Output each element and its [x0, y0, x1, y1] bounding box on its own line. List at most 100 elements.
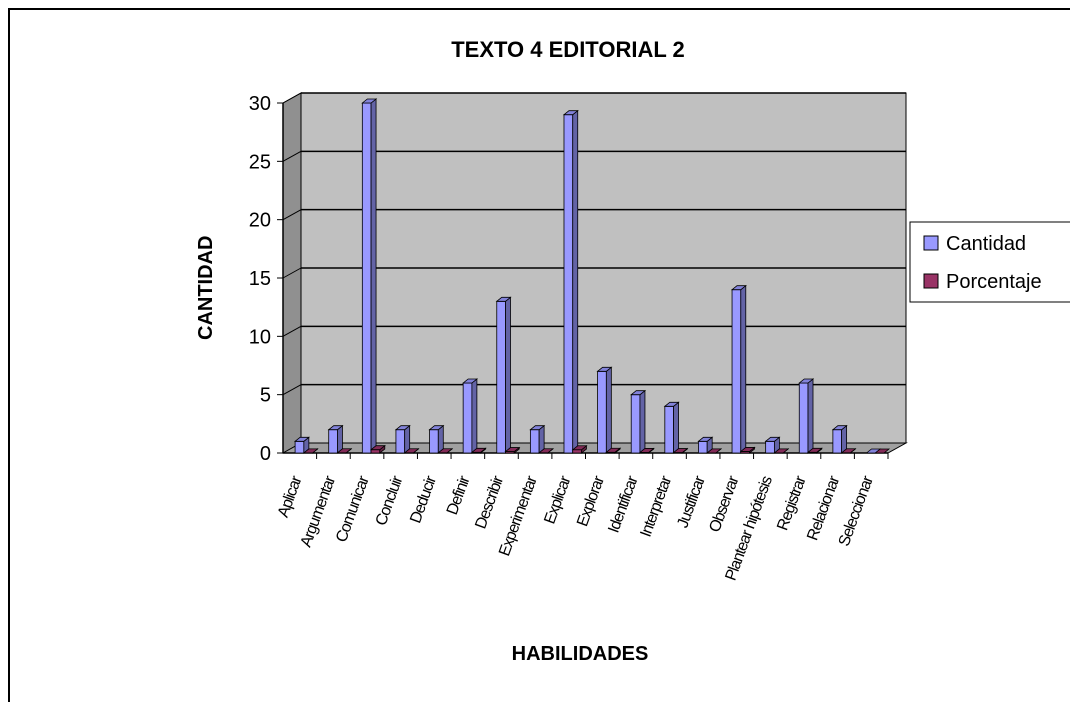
bar-porcentaje-top	[672, 448, 689, 453]
bar-porcentaje	[773, 448, 790, 454]
bar-cantidad	[529, 424, 546, 454]
bar-cantidad-top	[529, 425, 546, 431]
gridline-side	[282, 92, 302, 104]
bar-porcentaje-top	[537, 448, 554, 454]
bar-porcentaje	[672, 447, 689, 454]
bar-porcentaje	[706, 448, 723, 454]
bar-cantidad-top	[663, 401, 680, 407]
gridline-side	[282, 384, 302, 396]
bar-cantidad	[462, 378, 479, 454]
y-tick-label: 0	[260, 443, 271, 465]
bar-cantidad-front	[328, 429, 338, 454]
y-tick-label: 10	[249, 326, 271, 348]
bar-cantidad-side	[807, 378, 814, 454]
bar-porcentaje-top	[806, 447, 823, 453]
bar-cantidad-front	[630, 394, 641, 454]
bar-cantidad	[428, 424, 445, 454]
x-tick-label: Relacionar	[804, 473, 843, 543]
bar-cantidad-front	[462, 382, 473, 454]
bar-cantidad	[327, 424, 344, 454]
bar-porcentaje	[806, 447, 823, 454]
bar-porcentaje-top	[571, 445, 588, 451]
bar-porcentaje	[369, 444, 386, 454]
bars	[293, 98, 891, 454]
bar-cantidad-front	[395, 429, 406, 454]
bar-cantidad-top	[495, 296, 512, 302]
bar-porcentaje-top	[504, 447, 521, 452]
bar-cantidad-top	[462, 378, 479, 384]
x-tick-label: Observar	[706, 473, 742, 535]
bar-porcentaje	[605, 447, 622, 454]
x-tick-label: Registrar	[774, 473, 810, 533]
bar-porcentaje-top	[773, 448, 790, 454]
x-tick-label: Explicar	[541, 473, 574, 526]
x-tick-label: Definir	[444, 473, 474, 517]
bar-porcentaje-top	[706, 448, 723, 454]
bar-cantidad-front	[294, 440, 305, 454]
x-tick-label: Seleccionar	[836, 473, 877, 549]
bar-cantidad	[630, 389, 647, 454]
bar-porcentaje	[537, 447, 554, 454]
bar-cantidad-top	[361, 98, 378, 104]
legend-swatch-cantidad	[923, 235, 939, 251]
bar-cantidad-side	[370, 98, 377, 454]
y-tick-label: 20	[249, 210, 271, 232]
x-tick-label: Concluir	[373, 473, 407, 528]
bar-porcentaje	[403, 447, 420, 454]
bar-porcentaje-top	[403, 448, 420, 454]
bar-cantidad-side	[605, 366, 612, 454]
bar-cantidad-top	[428, 425, 445, 431]
bar-cantidad-top	[562, 110, 579, 116]
bar-cantidad-top	[596, 366, 613, 372]
bar-cantidad-top	[394, 425, 411, 431]
bar-cantidad	[697, 436, 714, 454]
bar-cantidad-side	[572, 109, 579, 454]
bar-porcentaje-top	[840, 448, 857, 454]
bar-porcentaje	[470, 447, 487, 454]
bar-cantidad-front	[597, 370, 607, 454]
bar-cantidad-front	[765, 440, 775, 454]
bar-porcentaje-top	[470, 447, 487, 453]
bar-porcentaje-top	[605, 447, 622, 453]
bar-porcentaje-top	[336, 448, 353, 454]
bar-cantidad-front	[496, 300, 506, 454]
bar-porcentaje	[840, 447, 857, 454]
bar-cantidad	[293, 436, 310, 454]
bar-cantidad-top	[764, 436, 781, 442]
legend: Cantidad Porcentaje	[909, 221, 1070, 303]
x-tick-label: Comunicar	[333, 473, 373, 545]
bar-cantidad-front	[429, 429, 439, 454]
bar-cantidad-front	[664, 405, 674, 454]
chart-frame	[8, 8, 1070, 702]
bar-cantidad-front	[798, 382, 809, 454]
bar-porcentaje	[336, 447, 353, 454]
bar-cantidad-side	[740, 284, 747, 454]
bar-cantidad-front	[731, 289, 742, 454]
bar-porcentaje	[739, 446, 756, 454]
gridline-side	[282, 267, 302, 279]
bar-cantidad-side	[639, 389, 646, 454]
x-axis-title: HABILIDADES	[512, 643, 649, 665]
bar-cantidad-top	[697, 436, 714, 442]
gridlines	[282, 92, 906, 396]
bar-cantidad-front	[832, 429, 843, 454]
y-axis-title-clip: CANTIDAD	[195, 236, 217, 340]
gridline-side	[282, 150, 302, 162]
legend-box	[909, 221, 1070, 303]
bar-cantidad-front	[698, 440, 708, 454]
bar-porcentaje-top	[437, 448, 454, 454]
y-axis-title: CANTIDAD	[195, 236, 217, 340]
bar-porcentaje	[437, 447, 454, 454]
x-tick-label: Explorar	[574, 473, 608, 529]
bar-cantidad	[394, 424, 411, 454]
y-tick-label: 15	[249, 268, 271, 290]
bar-porcentaje-top	[874, 448, 891, 454]
bar-porcentaje-top	[739, 447, 756, 452]
bar-cantidad-top	[831, 425, 848, 431]
bar-porcentaje	[504, 446, 521, 454]
x-tick-label: Justificar	[674, 473, 709, 530]
bar-cantidad-top	[730, 285, 747, 291]
bar-cantidad	[663, 401, 680, 454]
